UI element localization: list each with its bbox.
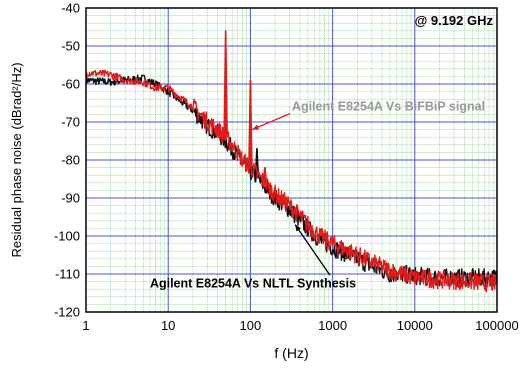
y-tick-label: -100	[54, 229, 80, 244]
y-tick-label: -120	[54, 305, 80, 320]
series-layer	[85, 30, 498, 293]
annotation-arrowhead	[295, 224, 302, 232]
y-tick-label: -70	[61, 115, 80, 130]
x-tick-label: 1	[82, 318, 89, 333]
y-tick-label: -40	[61, 1, 80, 16]
annotation-arrow-line	[294, 224, 331, 276]
annotation-bifbip-label: Agilent E8254A Vs BiFBiP signal	[292, 100, 485, 114]
x-axis-label: f (Hz)	[274, 345, 308, 361]
annotation-arrow-line	[251, 113, 291, 131]
x-tick-label: 10	[161, 318, 175, 333]
x-tick-label: 100	[240, 318, 262, 333]
y-tick-label: -90	[61, 191, 80, 206]
x-tick-labels: 1 10 100 1000 10000 100000	[82, 318, 518, 333]
series-line-bifbip	[85, 30, 498, 293]
x-tick-label: 1000	[318, 318, 347, 333]
y-tick-label: -80	[61, 153, 80, 168]
y-tick-label: -60	[61, 77, 80, 92]
y-tick-label: -50	[61, 39, 80, 54]
annotation-layer: Agilent E8254A Vs BiFBiP signal Agilent E…	[150, 100, 485, 291]
x-tick-label: 100000	[475, 318, 518, 333]
annotation-nltl-label: Agilent E8254A Vs NLTL Synthesis	[150, 276, 356, 290]
y-tick-label: -110	[55, 267, 80, 282]
frequency-annotation: @ 9.192 GHz	[415, 13, 494, 28]
y-tick-labels: -40 -50 -60 -70 -80 -90 -100 -110 -120	[54, 1, 80, 320]
annotation-arrowhead	[252, 124, 260, 130]
x-tick-label: 10000	[397, 318, 433, 333]
y-axis-label: Residual phase noise (dBrad²/Hz)	[9, 62, 24, 257]
plot-frame	[85, 7, 498, 313]
